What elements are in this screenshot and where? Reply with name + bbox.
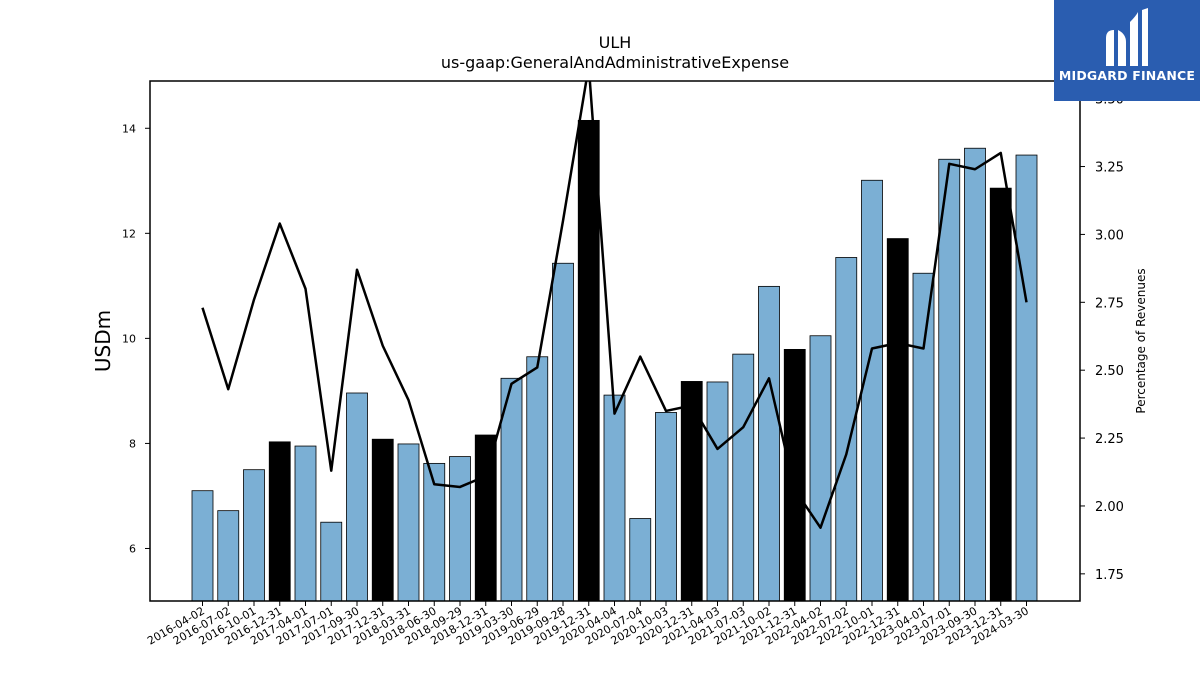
- y2-tick-label: 3.00: [1095, 228, 1124, 243]
- bar-2021-07-03: [732, 353, 755, 601]
- bar-2021-10-02: [758, 285, 780, 601]
- y-tick-label: 8: [129, 437, 136, 450]
- bar-2020-07-04: [629, 518, 652, 601]
- y2-tick-label: 2.25: [1095, 432, 1124, 447]
- y2-tick-label: 2.50: [1095, 364, 1124, 379]
- bar-2023-04-01: [912, 272, 935, 601]
- y-tick-label: 12: [122, 227, 136, 240]
- bar-2021-12-31: [783, 348, 806, 601]
- y2-tick-label: 2.00: [1095, 500, 1124, 515]
- bar-2022-10-01: [861, 179, 883, 601]
- bar-2018-03-31: [397, 443, 420, 601]
- bar-2017-09-30: [346, 392, 368, 601]
- bar-2021-04-03: [706, 381, 729, 601]
- y-tick-label: 10: [122, 332, 136, 345]
- chart-title: ULH: [599, 33, 632, 52]
- bar-2020-04-04: [603, 394, 626, 601]
- bar-2017-12-31: [371, 438, 394, 601]
- y-tick-label: 6: [129, 542, 136, 555]
- logo-mark-icon: [1106, 8, 1148, 66]
- y2-tick-label: 2.75: [1095, 296, 1124, 311]
- chart-subtitle: us-gaap:GeneralAndAdministrativeExpense: [441, 53, 789, 72]
- bar-2022-04-02: [809, 335, 832, 601]
- bar-2019-03-30: [500, 377, 523, 601]
- right-axis: 1.752.002.252.502.753.003.253.50: [1080, 93, 1124, 583]
- bar-2022-07-02: [835, 257, 858, 601]
- left-axis: 6 8 10 12 14: [122, 122, 150, 555]
- bar-2023-12-31: [989, 187, 1012, 601]
- bar-2018-12-31: [474, 434, 497, 601]
- bar-2024-03-30: [1015, 154, 1038, 601]
- y2-tick-label: 1.75: [1095, 568, 1124, 583]
- bar-2017-04-01: [294, 445, 317, 601]
- line-layer: [201, 81, 1028, 529]
- bar-2016-04-02: [191, 490, 214, 601]
- bars-layer: [191, 119, 1038, 601]
- bar-2019-12-31: [577, 119, 600, 601]
- y-axis-label: USDm: [91, 310, 115, 372]
- bar-2020-12-31: [680, 381, 703, 601]
- bar-2018-09-29: [449, 456, 471, 601]
- bar-2016-12-31: [268, 441, 291, 601]
- bar-2016-07-02: [217, 510, 240, 601]
- bar-2017-07-01: [320, 521, 343, 601]
- bar-2018-06-30: [423, 462, 446, 601]
- bar-2023-09-30: [964, 147, 986, 601]
- y-tick-label: 14: [122, 122, 136, 135]
- y2-tick-label: 3.25: [1095, 161, 1124, 176]
- bar-2019-09-28: [552, 262, 574, 601]
- bar-2022-12-31: [886, 238, 909, 601]
- logo-text: MIDGARD FINANCE: [1058, 68, 1196, 83]
- bar-2019-06-29: [526, 356, 549, 601]
- bar-2020-10-03: [655, 412, 677, 601]
- bar-2016-10-01: [243, 469, 265, 601]
- percentage-line: [201, 81, 1028, 529]
- x-axis: 2016-04-022016-07-022016-10-012016-12-31…: [145, 601, 1031, 648]
- logo: MIDGARD FINANCE: [1054, 0, 1200, 101]
- y2-axis-label: Percentage of Revenues: [1134, 268, 1148, 413]
